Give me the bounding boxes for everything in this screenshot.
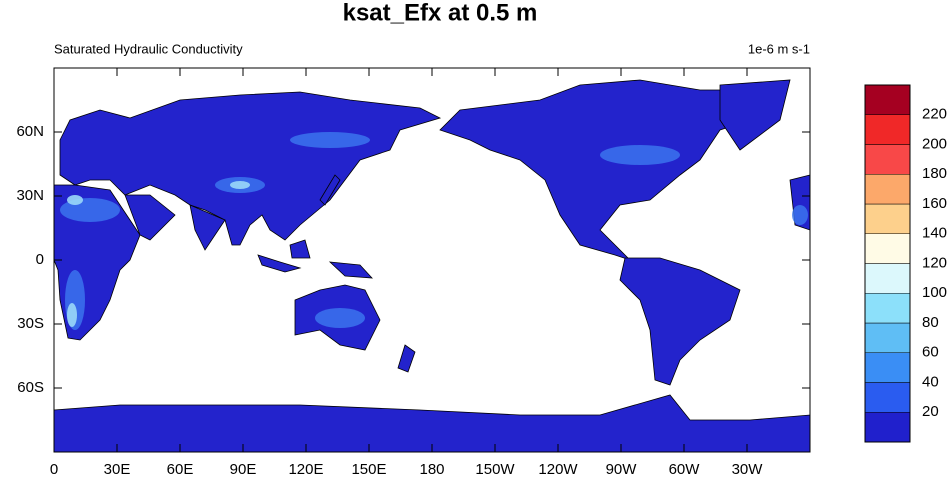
lon-tick-label: 150W: [475, 461, 515, 478]
colorbar-box: [864, 263, 911, 294]
colorbar-box: [864, 203, 911, 234]
lon-tick-label: 90E: [230, 461, 257, 478]
lon-tick-label: 90W: [606, 461, 638, 478]
new-guinea: [328, 261, 373, 279]
right-string: 1e-6 m s-1: [748, 41, 810, 56]
colorbar-label: 160: [922, 195, 947, 212]
colorbar-label: 60: [922, 344, 939, 361]
japan: [319, 174, 341, 206]
new-zealand: [397, 344, 416, 373]
colorbar-box: [864, 233, 911, 264]
title: ksat_Efx at 0.5 m: [343, 0, 538, 26]
lon-tick-label: 180: [419, 461, 444, 478]
antarctica: [53, 394, 811, 453]
arabia: [124, 194, 176, 241]
lon-tick-label: 120W: [538, 461, 578, 478]
patch: [315, 308, 365, 328]
lat-tick-label: 30N: [16, 187, 44, 204]
patch: [290, 132, 370, 148]
north-america: [439, 79, 781, 261]
india: [189, 204, 226, 251]
patch: [67, 195, 83, 205]
lon-tick-label: 60E: [167, 461, 194, 478]
lat-tick-label: 60N: [16, 123, 44, 140]
colorbar-box: [864, 293, 911, 324]
patch: [600, 145, 680, 165]
colorbar-box: [864, 412, 911, 443]
greenland: [719, 79, 791, 151]
colorbar-label: 200: [922, 135, 947, 152]
lat-tick-label: 30S: [17, 315, 44, 332]
lat-tick-label: 0: [36, 251, 44, 268]
colorbar-box: [864, 114, 911, 145]
lon-tick-label: 30E: [104, 461, 131, 478]
colorbar-label: 220: [922, 106, 947, 123]
colorbar-box: [864, 352, 911, 383]
colorbar-box: [864, 144, 911, 175]
colorbar-box: [864, 382, 911, 413]
lat-tick-label: 60S: [17, 379, 44, 396]
colorbar-frame: [864, 84, 911, 443]
colorbar-label: 180: [922, 165, 947, 182]
colorbar-label: 100: [922, 284, 947, 301]
patch: [67, 303, 77, 327]
land-layer: [53, 79, 811, 453]
borneo: [289, 239, 311, 259]
indonesia: [257, 254, 302, 273]
lon-tick-label: 150E: [351, 461, 386, 478]
lon-tick-label: 60W: [669, 461, 701, 478]
eurasia: [59, 91, 442, 246]
colorbar-label: 80: [922, 314, 939, 331]
colorbar-box: [864, 174, 911, 205]
lon-tick-label: 30W: [732, 461, 764, 478]
colorbar-label: 40: [922, 373, 939, 390]
lon-tick-label: 120E: [288, 461, 323, 478]
colorbar-box: [864, 84, 911, 115]
lon-tick-label: 0: [50, 461, 58, 478]
colorbar-label: 140: [922, 225, 947, 242]
patch: [230, 181, 250, 189]
south-america: [619, 257, 741, 386]
left-string: Saturated Hydraulic Conductivity: [54, 41, 243, 56]
colorbar-box: [864, 322, 911, 353]
colorbar-label: 20: [922, 403, 939, 420]
colorbar-label: 120: [922, 254, 947, 271]
patch: [792, 205, 808, 225]
